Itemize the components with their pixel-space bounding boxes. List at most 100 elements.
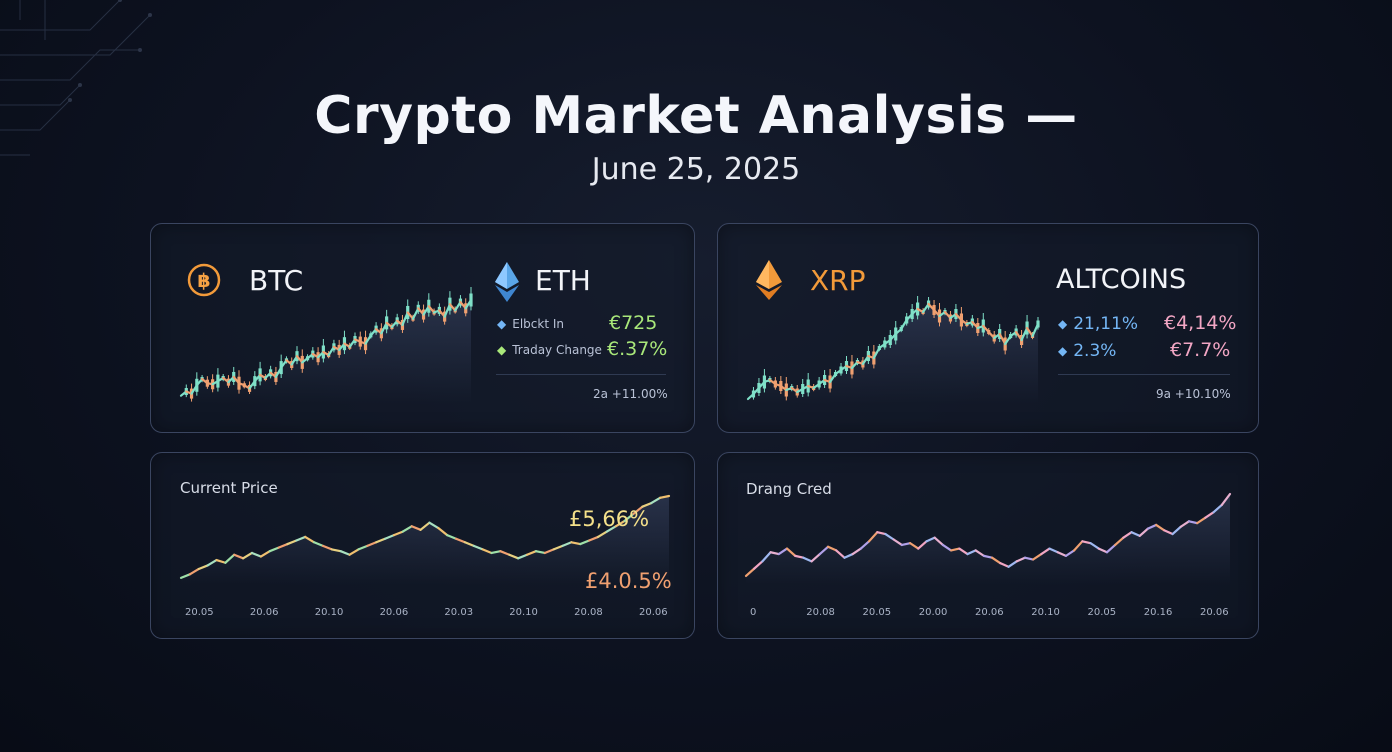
line-segment	[472, 544, 484, 551]
line-segment	[579, 539, 591, 546]
candle	[1036, 320, 1040, 328]
btc-label: BTC	[249, 264, 304, 297]
alt-stat-row-2: ◆ 2.3%	[1058, 341, 1116, 361]
line-segment	[1155, 523, 1166, 532]
x-tick-label: 20.16	[1144, 607, 1173, 618]
line-segment	[392, 530, 404, 537]
line-segment	[348, 548, 360, 556]
x-tick-label: 0	[750, 607, 756, 618]
stat-value: €.37%	[607, 338, 668, 360]
stat-row-1: ◆ Elbckt In	[497, 317, 564, 331]
line-segment	[1040, 547, 1051, 556]
line-segment	[982, 554, 994, 559]
circuit-decoration	[0, 0, 152, 156]
line-segment	[215, 558, 227, 564]
x-tick-label: 20.06	[380, 607, 409, 618]
line-segment	[761, 551, 772, 563]
x-tick-label: 20.08	[574, 607, 603, 618]
stat-value: 21,11%	[1073, 314, 1139, 334]
line-segment	[917, 540, 928, 550]
ethereum-icon	[495, 262, 519, 302]
candle	[469, 293, 473, 307]
line-segment	[454, 537, 467, 544]
line-segment	[339, 550, 351, 556]
line-segment	[867, 531, 879, 543]
line-segment	[892, 538, 903, 547]
line-segment	[1146, 523, 1158, 530]
line-segment	[1196, 516, 1207, 525]
line-segment	[517, 553, 529, 560]
diamond-icon: ◆	[1058, 344, 1068, 358]
line-segment	[499, 550, 511, 556]
line-segment	[206, 558, 218, 567]
line-segment	[650, 496, 662, 505]
line-segment	[357, 544, 369, 551]
svg-text:฿: ฿	[197, 270, 210, 292]
stat-value: €7.7%	[1170, 339, 1231, 361]
line-segment	[958, 547, 969, 556]
line-segment	[802, 556, 813, 563]
line-segment	[1048, 547, 1059, 554]
x-tick-label: 20.06	[975, 607, 1004, 618]
line-segment	[543, 548, 555, 555]
stat-label: Elbckt In	[512, 317, 564, 331]
line-segment	[1015, 556, 1027, 563]
line-segment	[1187, 520, 1199, 525]
stat-value: 2.3%	[1073, 341, 1117, 361]
line-segment	[242, 551, 254, 560]
line-segment	[941, 543, 953, 552]
line-segment	[1171, 525, 1182, 536]
line-segment	[843, 552, 854, 559]
line-segment	[826, 545, 838, 552]
current-price-panel: Current Price 20.05 20.06 20.10 20.06 20.03 2…	[150, 452, 695, 639]
line-segment	[908, 542, 920, 550]
line-segment	[632, 505, 644, 515]
current-price-chart: 20.05 20.06 20.10 20.06 20.03 20.10 20.08 20.06	[179, 494, 671, 618]
area-fill	[748, 304, 1038, 404]
x-tick-label: 20.10	[315, 607, 344, 618]
line-segment	[818, 545, 830, 556]
line-segment	[304, 535, 316, 544]
line-segment	[1138, 527, 1150, 537]
line-segment	[446, 534, 458, 540]
line-segment	[1064, 549, 1076, 557]
line-segment	[974, 549, 985, 557]
alt-stat-row-1: ◆ 21,11%	[1058, 314, 1138, 334]
line-segment	[769, 551, 780, 556]
eth-label: ETH	[535, 264, 591, 297]
panel-title: Drang Cred	[746, 480, 832, 498]
line-segment	[428, 521, 440, 530]
line-segment	[197, 564, 209, 571]
line-segment	[1163, 529, 1174, 536]
line-segment	[884, 532, 895, 541]
line-segment	[1212, 503, 1223, 514]
line-segment	[1073, 540, 1084, 552]
stat-value: €725	[609, 312, 658, 334]
line-segment	[999, 562, 1010, 568]
line-segment	[1097, 547, 1109, 554]
panel-title: Current Price	[180, 479, 278, 497]
line-segment	[744, 567, 756, 578]
line-segment	[410, 525, 422, 531]
xrp-icon	[756, 260, 782, 300]
area-fill	[181, 300, 471, 404]
altcoins-label: ALTCOINS	[1056, 264, 1187, 295]
line-segment	[1122, 531, 1133, 539]
line-segment	[490, 550, 502, 555]
line-segment	[561, 541, 573, 547]
line-segment	[330, 548, 342, 553]
line-segment	[966, 549, 977, 556]
line-segment	[1105, 543, 1117, 554]
x-tick-label: 20.10	[509, 607, 538, 618]
line-segment	[250, 551, 262, 558]
line-segment	[859, 540, 871, 550]
x-tick-label: 20.06	[1200, 607, 1229, 618]
x-tick-label: 20.05	[185, 607, 214, 618]
xrp-label: XRP	[810, 264, 866, 297]
line-segment	[401, 525, 413, 533]
line-segment	[259, 550, 271, 558]
line-segment	[753, 560, 764, 570]
line-segment	[623, 512, 635, 523]
line-segment	[1179, 520, 1191, 528]
line-segment	[794, 554, 805, 559]
